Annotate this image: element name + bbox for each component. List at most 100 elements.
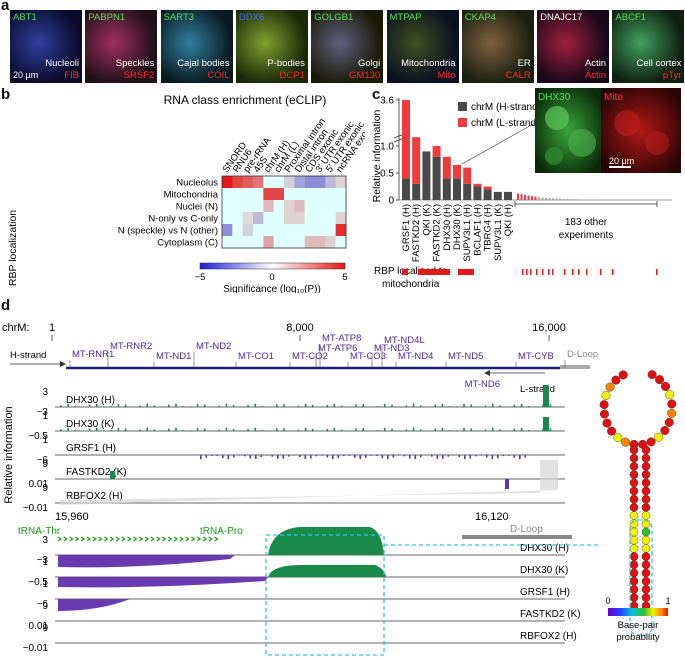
heatmap-cell xyxy=(273,224,285,237)
track-name: GRSF1 (H) xyxy=(520,587,570,598)
heatmap-cell xyxy=(273,176,285,189)
heatmap-cell xyxy=(232,188,243,201)
other-label-1: 183 other xyxy=(565,217,608,228)
tile-localization-label: P-bodies xyxy=(267,58,305,69)
heatmap-cell xyxy=(304,176,316,189)
tile-marker-label: Mito xyxy=(437,70,456,81)
coord-16000: 16,000 xyxy=(532,322,566,334)
heatmap-cell xyxy=(304,200,316,213)
tile-protein-label: SART3 xyxy=(163,12,195,23)
heatmap-cell xyxy=(232,236,243,249)
heatmap-cell xyxy=(325,212,336,225)
gene-label: MT-ND5 xyxy=(448,351,483,362)
tile-localization-label: Golgi xyxy=(358,58,381,69)
other-experiment-bar xyxy=(531,196,533,200)
inset-mito-image: Mito 20 μm xyxy=(601,88,681,173)
heatmap-cell xyxy=(325,176,336,189)
micrograph-tile-golgb1: GOLGB1 Golgi GM130 xyxy=(311,10,384,83)
heatmap-cell xyxy=(242,188,254,201)
bar-ytick-label: 0 xyxy=(388,196,394,207)
heatmap-cell xyxy=(242,200,254,213)
track-top-label: 1 xyxy=(42,435,48,446)
track-name: DHX30 (H) xyxy=(520,543,569,554)
heatmap-cell xyxy=(284,200,295,213)
bar-h-strand xyxy=(493,191,502,200)
inset-dhx30-image: DHX30 xyxy=(535,88,601,173)
heatmap-cell xyxy=(232,224,243,237)
gene-label: MT-ND4L xyxy=(384,335,425,346)
other-experiment-bar xyxy=(566,198,568,200)
heatmap-cell xyxy=(294,176,305,189)
heatmap-cell xyxy=(232,212,243,225)
micrograph-tile-ckap4: CKAP4 ER CALR xyxy=(461,10,534,83)
track-top-label: 3 xyxy=(42,387,48,398)
heatmap-cell xyxy=(335,236,347,249)
heatmap-cell xyxy=(315,212,326,225)
micrograph-tile-ddx6: DDX6 P-bodies DCP1 xyxy=(235,10,308,83)
tile-marker-label: COIL xyxy=(207,70,230,81)
heatmap-cell xyxy=(325,200,336,213)
track-bot-label: −3 xyxy=(37,555,49,566)
bar-h-strand xyxy=(483,189,492,200)
heatmap-cell xyxy=(284,212,295,225)
legend-swatch-h xyxy=(458,102,467,111)
track-bot-label: −0.01 xyxy=(23,643,49,654)
bar-category-label: DHX30 (H) xyxy=(442,204,453,250)
tile-marker-label: Actin xyxy=(584,70,607,81)
tile-protein-label: ABT1 xyxy=(13,12,37,23)
other-experiment-bar xyxy=(548,197,551,200)
gene-label: MT-ND1 xyxy=(156,351,191,362)
bp-title2: probability xyxy=(616,632,660,643)
panel-label-c: c xyxy=(372,86,381,103)
bar-category-label: BCLAF1 (H) xyxy=(472,204,483,256)
colorbar-label: Significance (log₁₀(P)) xyxy=(223,284,321,293)
heatmap-ylabel: RBP localization xyxy=(7,210,19,286)
inset-pointer xyxy=(461,122,536,165)
heatmap-cell xyxy=(284,236,295,249)
track-top-label: 9 xyxy=(42,459,48,470)
heatmap-cell xyxy=(294,188,305,201)
track-name: RBFOX2 (H) xyxy=(66,491,123,502)
bar-h-strand xyxy=(463,183,472,200)
heatmap-cell xyxy=(273,212,285,225)
heatmap-cell xyxy=(335,212,347,225)
tile-localization-label: ER xyxy=(517,58,531,69)
bar-l-strand xyxy=(453,164,461,179)
tracks-ylabel: Relative information xyxy=(3,406,15,503)
other-experiment-bar xyxy=(583,199,586,200)
zoom-highlight-box xyxy=(265,534,385,656)
trna-pro-label: tRNA-Pro xyxy=(200,526,243,537)
heatmap-cell xyxy=(242,212,254,225)
other-experiment-bar xyxy=(587,199,589,200)
bar-category-label: FASTKD2 (H) xyxy=(411,204,422,262)
heatmap-cell xyxy=(242,176,254,189)
heatmap-cell xyxy=(263,176,274,189)
heatmap-cell xyxy=(273,200,285,213)
legend-l: chrM (L-strand) xyxy=(471,118,539,129)
bar-h-strand xyxy=(432,156,441,200)
bar-category-label: GRSF1 (H) xyxy=(401,204,412,252)
track-bot-label: 0.01 xyxy=(29,479,49,490)
heatmap-cell xyxy=(253,176,264,189)
tile-protein-label: PABPN1 xyxy=(88,12,126,23)
bar-category-label: SUPV3L1 (K) xyxy=(493,204,504,261)
bar-h-strand xyxy=(473,186,482,200)
gene-mt-nd6: MT-ND6 xyxy=(465,379,500,390)
heatmap-cell xyxy=(284,224,295,237)
tile-localization-label: Speckles xyxy=(115,58,155,69)
panel-c-barchart: Relative information 0 0.5 1.0 3.6 GRSF1 (H… xyxy=(372,88,681,290)
tile-marker-label: FIB xyxy=(64,70,79,81)
bar-l-strand xyxy=(473,183,482,187)
micrograph-tile-sart3: SART3 Cajal bodies COIL xyxy=(160,10,233,83)
tile-protein-label: MTPAP xyxy=(389,12,422,23)
tile-protein-label: GOLGB1 xyxy=(314,12,354,23)
heatmap-cell xyxy=(315,188,326,201)
zoom-connector xyxy=(60,460,558,505)
tile-protein-label: ABCF1 xyxy=(615,12,647,23)
heatmap-cell xyxy=(232,200,243,213)
heatmap-cell xyxy=(335,200,347,213)
panel-d-tracks: chrM: 1 8,000 16,000 H-strand MT-RNR1MT-… xyxy=(2,322,600,656)
